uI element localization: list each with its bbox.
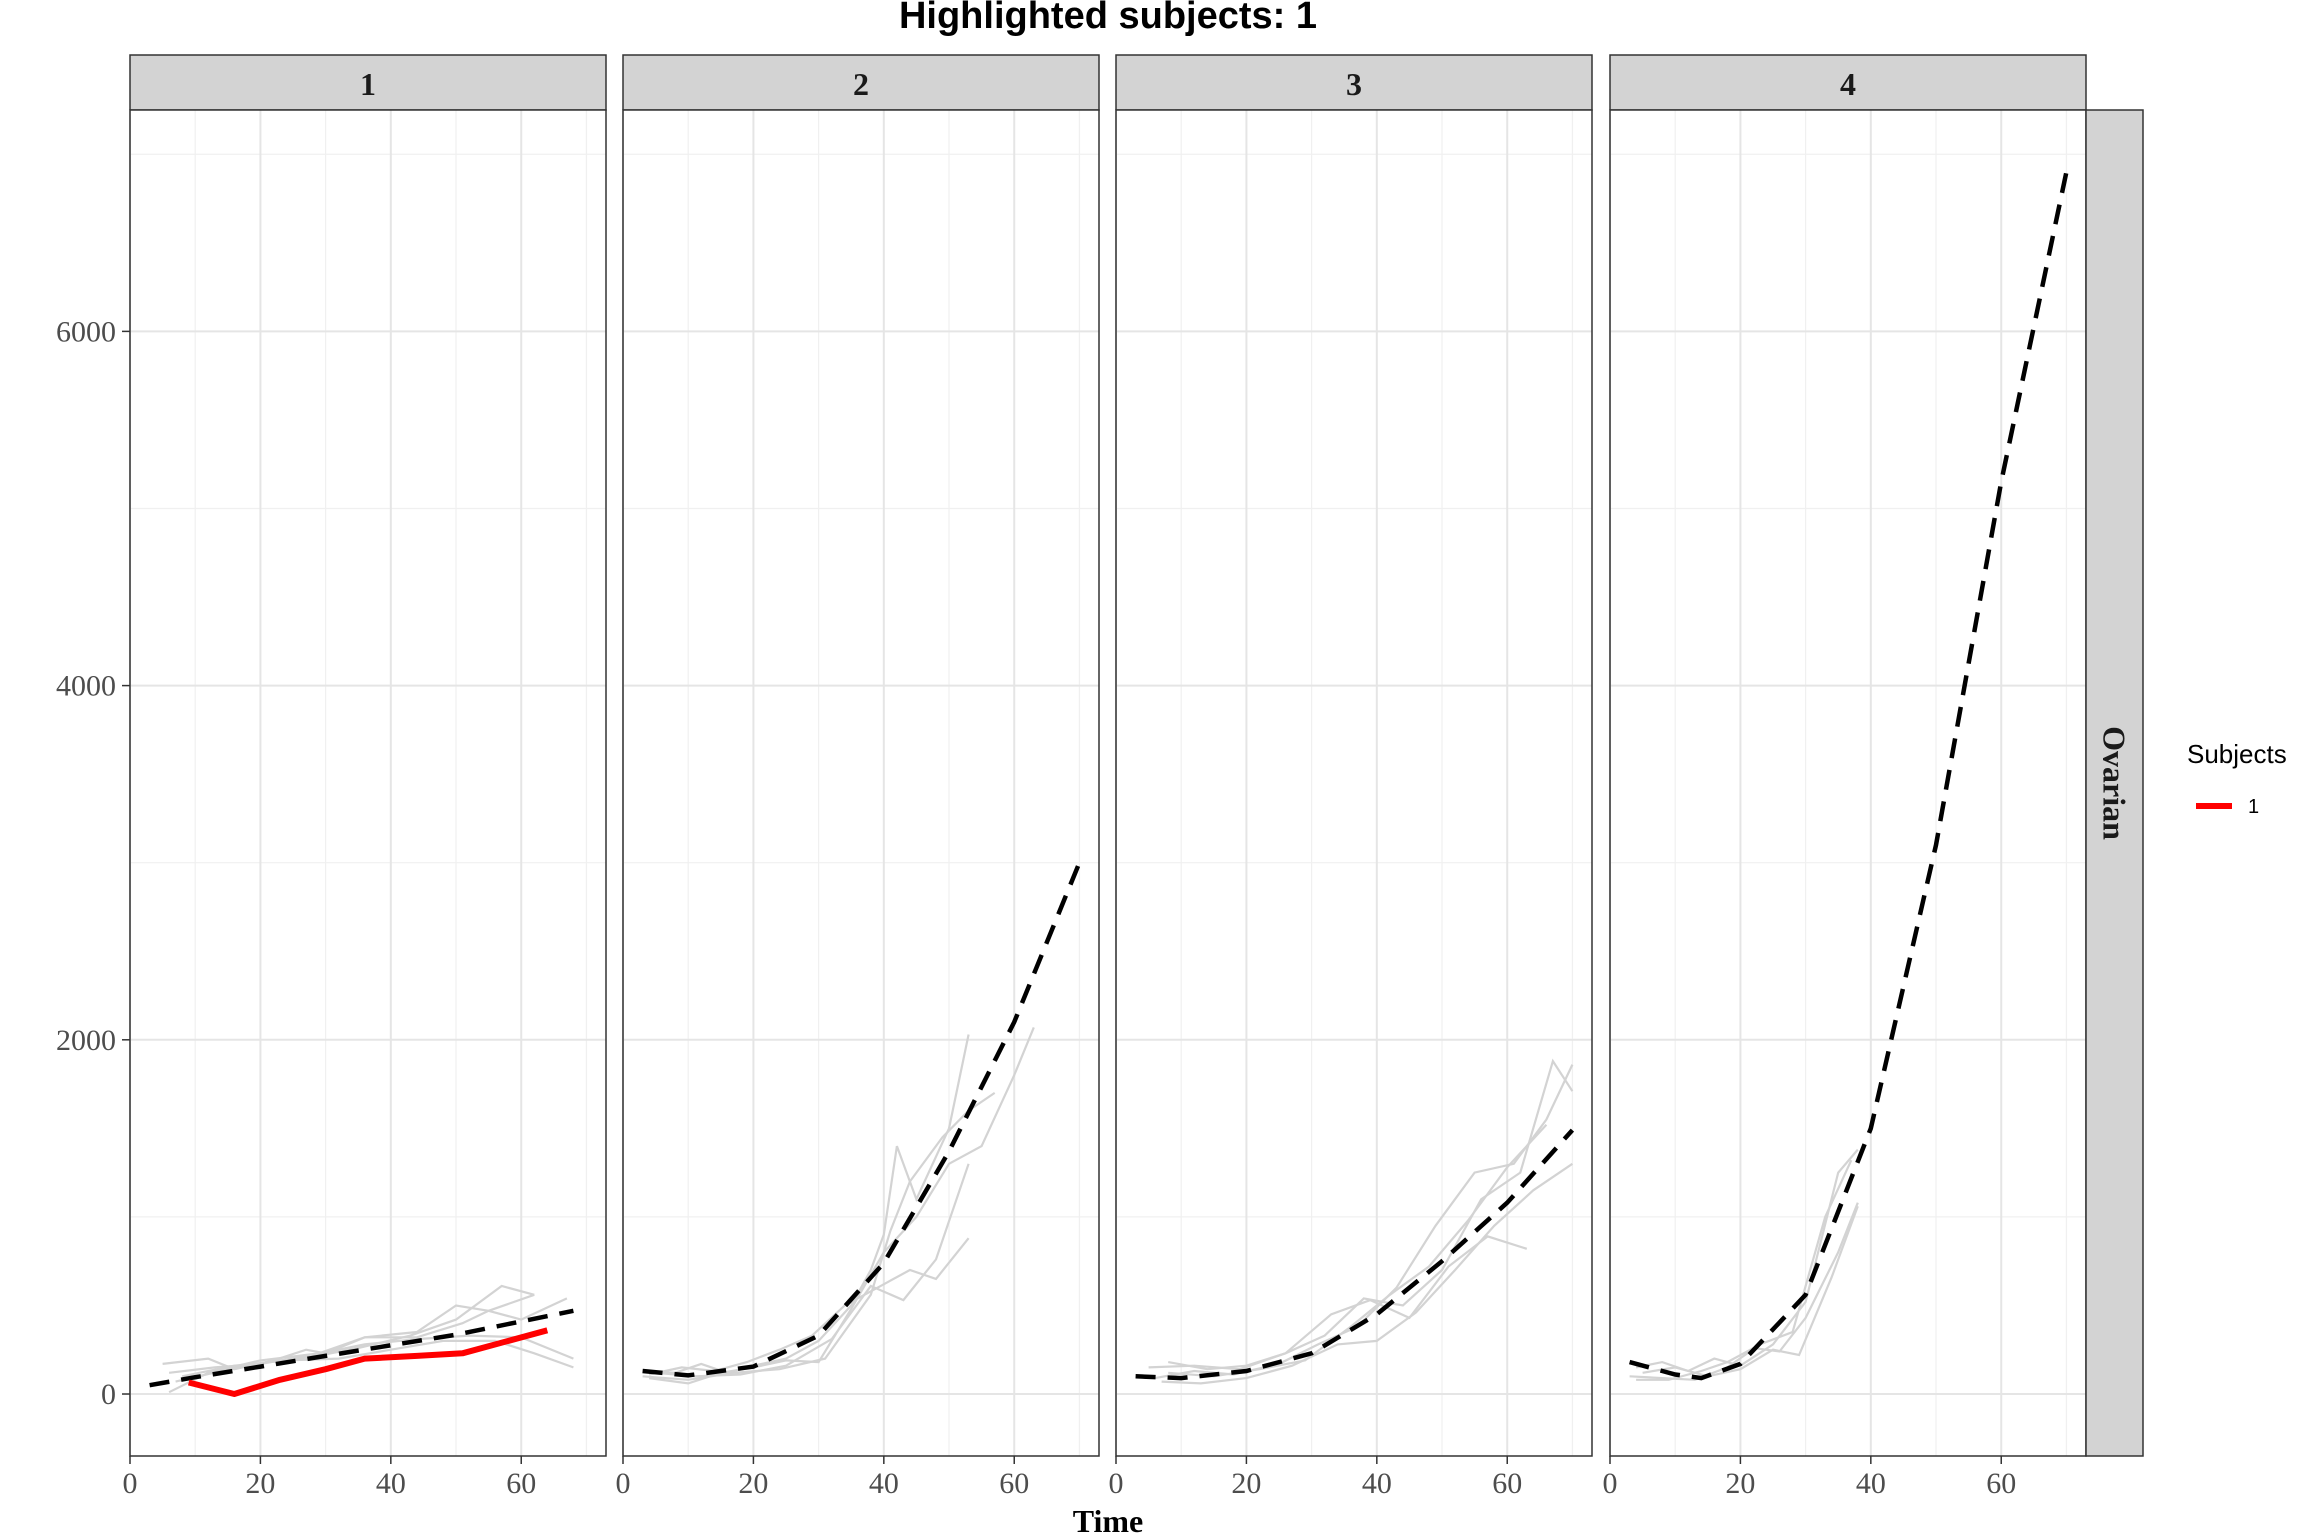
x-tick-label: 60 [1986,1467,2016,1500]
mean-fit-line [149,1308,574,1388]
x-tick-label: 20 [1725,1467,1755,1500]
x-tick-label: 60 [999,1467,1029,1500]
row-strip-box [2085,109,2144,1457]
subject-line-5 [168,1334,574,1374]
facet-strip [1115,54,1593,111]
subject-line-1 [642,1034,970,1374]
subject-line-3 [648,1237,970,1376]
facet-strip-label: 2 [853,66,869,102]
panel-border [129,109,607,1457]
x-tick-label: 0 [123,1467,138,1500]
legend-title: Subjects [2187,739,2287,769]
x-tick-label: 0 [616,1467,631,1500]
legend: Subjects 1 [2187,739,2287,818]
x-tick-label: 0 [1109,1467,1124,1500]
x-tick-label: 20 [1231,1467,1261,1500]
facet-strip-label: 1 [360,66,376,102]
panel-background [130,110,606,1456]
facet-panel-4: 40 20 40 60 [1603,54,2087,1500]
x-tick-label: 60 [1492,1467,1522,1500]
subject-line-3 [175,1284,535,1383]
panel-background [1116,110,1592,1456]
mean-fit-line [1629,171,2069,1381]
panel-background [1610,110,2086,1456]
facet-panel-3: 3 0 20 40 60 [1109,54,1593,1500]
x-tick-label: 40 [376,1467,406,1500]
subject-line-5 [655,1163,970,1378]
y-axis: 0 2000 4000 6000 [56,315,130,1411]
legend-entry-label: 1 [2248,796,2259,818]
x-tick-label: 20 [245,1467,275,1500]
subject-line-4 [1148,1235,1528,1371]
facet-strip [129,54,607,111]
facet-panel-2: 20 20 40 60 [616,54,1100,1500]
facet-strip [1609,54,2087,111]
y-tick-label: 4000 [56,670,116,703]
panel-background [623,110,1099,1456]
x-tick-label: 20 [738,1467,768,1500]
highlighted-subject-line [187,1327,549,1397]
y-tick-label: 0 [101,1378,116,1411]
facet-strip-label: 4 [1840,66,1856,102]
x-tick-label: 40 [1856,1467,1886,1500]
chart-title: Highlighted subjects: 1 [899,0,1317,37]
x-tick-label: 60 [506,1467,536,1500]
panel-border [1115,109,1593,1457]
subject-line-4 [1629,1159,1853,1381]
x-axis-title: Time [1073,1503,1144,1536]
mean-fit-line [642,861,1082,1378]
panel-border [622,109,1100,1457]
row-strip-label: Ovarian [2097,726,2133,840]
x-tick-label: 40 [1362,1467,1392,1500]
subject-line-3 [1642,1205,1859,1378]
facet-strip-label: 3 [1346,66,1362,102]
x-tick-label: 40 [869,1467,899,1500]
facet-panel-1: 1 0 20 40 60 [123,54,607,1500]
x-tick-label: 0 [1603,1467,1618,1500]
subject-line-3 [1161,1162,1574,1385]
y-tick-label: 2000 [56,1024,116,1057]
y-tick-label: 6000 [56,315,116,348]
row-strip: Ovarian [2085,109,2144,1457]
